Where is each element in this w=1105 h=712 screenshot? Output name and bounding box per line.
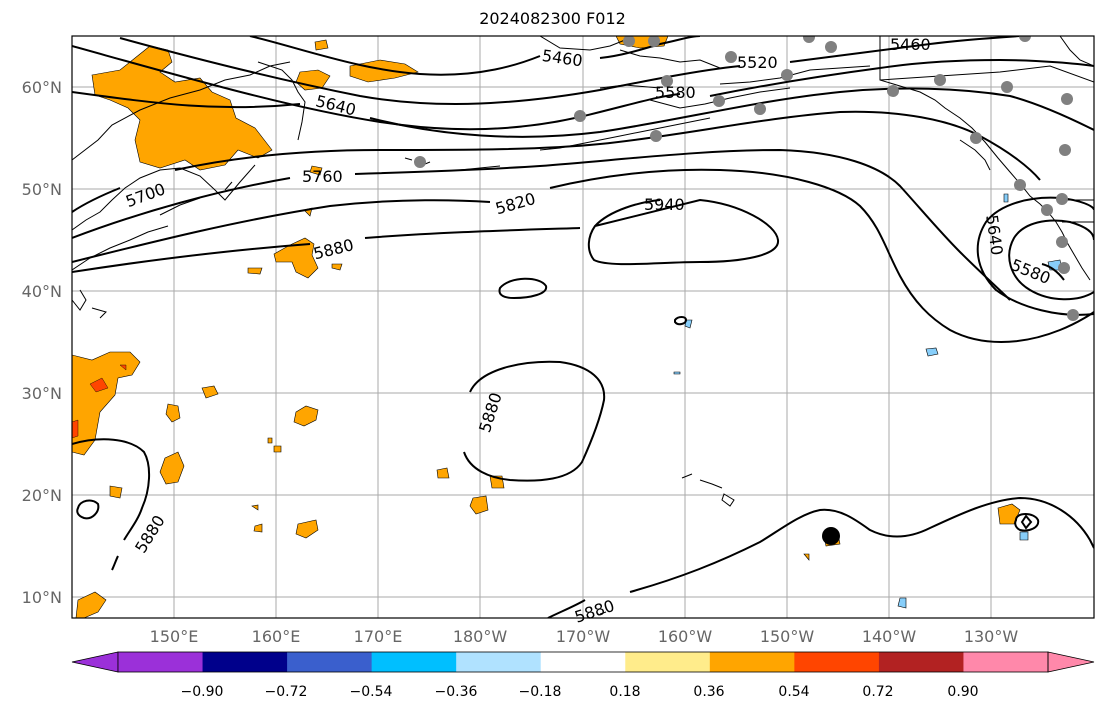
map-frame <box>71 35 1095 619</box>
colorbar-tick-label: 0.90 <box>947 684 978 700</box>
colorbar-tick-label: 0.54 <box>778 684 809 700</box>
latitude-labels: 60°N 50°N 40°N 30°N 20°N 10°N <box>22 78 62 607</box>
colorbar-segment <box>625 652 711 672</box>
colorbar: −0.90 −0.72 −0.54 −0.36 −0.18 0.18 0.36 … <box>71 651 1095 700</box>
coastlines <box>72 36 1094 615</box>
station-dots <box>414 36 1079 321</box>
contour-label: 5460 <box>890 35 931 54</box>
colorbar-segment <box>878 652 964 672</box>
colorbar-arrow-left <box>71 651 119 673</box>
lat-label: 20°N <box>22 486 62 505</box>
colorbar-segment <box>371 652 457 672</box>
contour-label: 5520 <box>737 53 778 72</box>
gridlines <box>72 36 1094 618</box>
lon-label: 170°E <box>354 627 403 646</box>
lon-label: 160°W <box>658 627 713 646</box>
colorbar-segment <box>118 652 204 672</box>
lat-label: 40°N <box>22 282 62 301</box>
black-marker-icon <box>822 527 840 545</box>
colorbar-segment <box>540 652 626 672</box>
colorbar-tick-label: −0.36 <box>435 684 478 700</box>
lat-label: 30°N <box>22 384 62 403</box>
lon-label: 130°W <box>964 627 1019 646</box>
strong-positive-anomaly-shading <box>72 364 127 439</box>
colorbar-tick-label: −0.72 <box>265 684 308 700</box>
lon-label: 170°W <box>556 627 611 646</box>
lat-label: 10°N <box>22 588 62 607</box>
colorbar-segment <box>202 652 288 672</box>
lon-label: 150°W <box>760 627 815 646</box>
colorbar-tick-labels: −0.90 −0.72 −0.54 −0.36 −0.18 0.18 0.36 … <box>181 684 979 700</box>
colorbar-segment <box>709 652 795 672</box>
colorbar-segment <box>287 652 373 672</box>
colorbar-segment <box>963 652 1049 672</box>
colorbar-tick-label: 0.72 <box>862 684 893 700</box>
map-area <box>72 36 1094 618</box>
lon-label: 160°E <box>252 627 301 646</box>
lon-label: 150°E <box>150 627 199 646</box>
lat-label: 60°N <box>22 78 62 97</box>
colorbar-tick-label: 0.36 <box>693 684 724 700</box>
colorbar-tick-label: −0.90 <box>181 684 224 700</box>
colorbar-tick-label: −0.18 <box>519 684 562 700</box>
colorbar-tick-label: 0.18 <box>609 684 640 700</box>
contour-label: 5760 <box>302 167 343 186</box>
colorbar-tick-label: −0.54 <box>350 684 393 700</box>
lon-label: 140°W <box>862 627 917 646</box>
contour-label: 5940 <box>644 195 685 214</box>
colorbar-segment <box>456 652 542 672</box>
map-title: 2024082300 F012 <box>479 9 626 28</box>
colorbar-frame <box>117 651 1049 673</box>
lat-label: 50°N <box>22 180 62 199</box>
colorbar-segments <box>71 651 1095 673</box>
colorbar-arrow-right <box>1047 651 1095 673</box>
contour-label: 5580 <box>655 83 696 102</box>
longitude-labels: 150°E 160°E 170°E 180°W 170°W 160°W 150°… <box>150 627 1019 646</box>
colorbar-segment <box>794 652 880 672</box>
lon-label: 180°W <box>453 627 508 646</box>
height-contours <box>72 36 1094 618</box>
